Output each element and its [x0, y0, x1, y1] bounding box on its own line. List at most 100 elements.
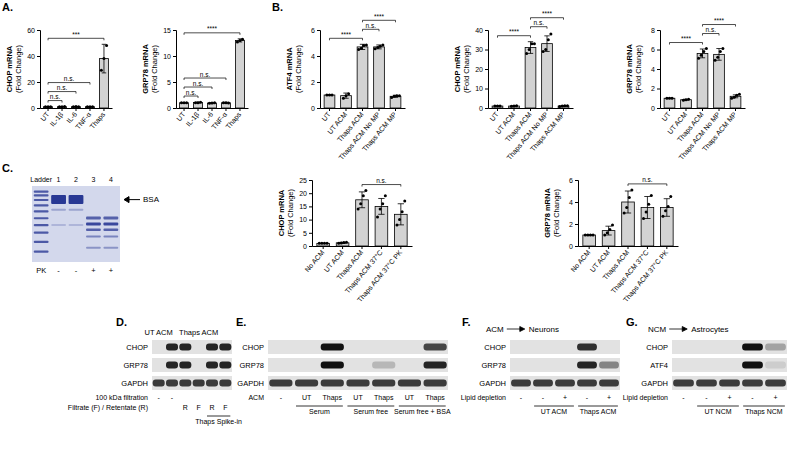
- band: [321, 362, 344, 369]
- y-axis-subtitle: (Fold Change): [462, 45, 471, 93]
- significance-label: n.s.: [186, 89, 197, 96]
- bar: [357, 47, 368, 108]
- data-point: [72, 105, 75, 108]
- x-tick-mark: [103, 108, 104, 111]
- bar: [324, 95, 335, 108]
- band: [511, 362, 531, 369]
- band: [153, 344, 165, 351]
- x-axis: UTIL-1βIL-6TNF-αThaps: [39, 108, 112, 131]
- data-point: [88, 105, 91, 108]
- data-point: [359, 202, 362, 205]
- lane-label: R: [183, 404, 188, 411]
- y-tick-label: 6: [311, 27, 315, 34]
- gel-band: [34, 224, 49, 226]
- y-tick-mark: [485, 89, 488, 90]
- group-label: Thaps Spike-in: [195, 418, 242, 426]
- panel-label: B.: [272, 1, 283, 13]
- y-tick: 8: [651, 27, 660, 34]
- lane-label: F: [223, 404, 227, 411]
- y-axis: 0510152025: [299, 177, 312, 250]
- group-line: [743, 406, 785, 407]
- data-point: [194, 101, 197, 104]
- y-tick: 2: [569, 221, 578, 228]
- data-point: [211, 102, 214, 105]
- data-point: [224, 101, 227, 104]
- band: [765, 380, 786, 387]
- y-tick-mark: [173, 108, 176, 109]
- band: [179, 380, 191, 387]
- gel-row-label: -: [57, 266, 60, 275]
- y-tick-mark: [173, 56, 176, 57]
- y-tick-mark: [657, 89, 660, 90]
- group-line: [697, 406, 739, 407]
- x-tick: Thaps ACM MP: [361, 108, 399, 153]
- panel-label: E.: [236, 316, 246, 328]
- gel-band: [34, 199, 49, 201]
- x-tick-label: UT: [660, 110, 672, 122]
- band: [346, 344, 369, 351]
- y-axis-title: GRP78 mRNA: [543, 188, 552, 238]
- gel-band: [51, 209, 66, 211]
- significance-label: n.s.: [376, 177, 387, 184]
- y-tick: 0: [303, 243, 312, 250]
- data-point: [738, 93, 741, 96]
- blot-row-label: ATF4: [650, 361, 668, 370]
- band: [153, 362, 165, 369]
- y-tick-label: 0: [479, 105, 483, 112]
- lane-label: R: [209, 404, 214, 411]
- lane-label: F: [197, 404, 201, 411]
- y-tick-mark: [37, 82, 40, 83]
- band: [555, 362, 575, 369]
- data-point: [642, 217, 645, 220]
- x-tick-label: UT: [488, 110, 500, 122]
- y-axis-title: CHOP mRNA: [453, 45, 462, 92]
- y-tick-label: 4: [651, 66, 655, 73]
- x-tick-mark: [323, 246, 324, 249]
- y-tick: 40: [27, 53, 40, 60]
- data-point: [185, 101, 188, 104]
- gel-band: [34, 232, 49, 234]
- data-point: [687, 98, 690, 101]
- x-tick-mark: [608, 246, 609, 249]
- bar: [235, 40, 244, 108]
- data-point: [496, 105, 499, 108]
- y-axis-line: [317, 31, 321, 109]
- y-tick: 20: [475, 66, 488, 73]
- y-tick-mark: [485, 30, 488, 31]
- x-tick-mark: [329, 108, 330, 111]
- x-axis: UTUT ACMThaps ACMThaps ACM No MPThaps AC…: [488, 108, 573, 162]
- data-point: [63, 105, 66, 108]
- gel-row-label: +: [109, 266, 114, 275]
- band: [533, 362, 553, 369]
- band: [179, 344, 191, 351]
- error-bar: [378, 198, 384, 214]
- y-tick: 0: [651, 105, 660, 112]
- blot-title-arrow: [669, 327, 687, 332]
- y-tick-mark: [37, 56, 40, 57]
- group-line: [534, 406, 574, 407]
- panel-label: F.: [462, 316, 471, 328]
- y-tick-label: 2: [311, 79, 315, 86]
- data-point: [515, 104, 518, 107]
- x-tick-mark: [589, 246, 590, 249]
- data-point: [544, 48, 547, 51]
- band: [577, 380, 597, 387]
- western-blot: ACMNeuronsCHOPGRP78GAPDHLipid depletion-…: [461, 325, 620, 416]
- x-tick-label: UT: [175, 110, 187, 122]
- y-axis-subtitle: (Fold Change): [634, 45, 643, 93]
- y-tick: 20: [27, 79, 40, 86]
- data-point: [547, 38, 550, 41]
- significance-label: n.s.: [193, 80, 204, 87]
- data-point: [671, 97, 674, 100]
- x-tick-mark: [513, 108, 514, 111]
- panel-label: G.: [626, 316, 638, 328]
- gel-row-label: -: [75, 266, 78, 275]
- data-point: [379, 45, 382, 48]
- band: [599, 362, 619, 369]
- band: [269, 380, 292, 387]
- data-point: [586, 234, 589, 237]
- group-line: [578, 406, 618, 407]
- significance-label: ****: [374, 13, 385, 20]
- x-axis: UTUT ACMThaps ACMThaps ACM No MPThaps AC…: [320, 108, 405, 162]
- plot-area: [43, 44, 108, 108]
